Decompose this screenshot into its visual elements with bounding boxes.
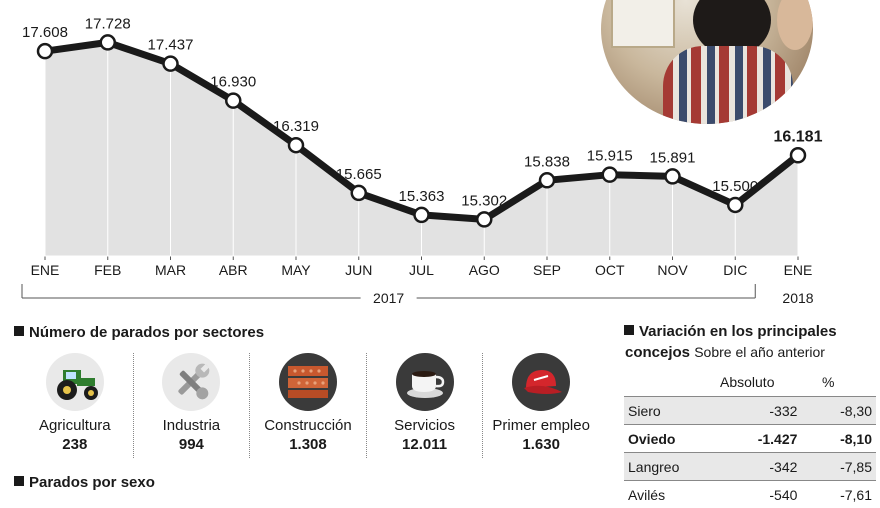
sector-label: Servicios — [367, 417, 483, 434]
sector-value: 1.308 — [250, 436, 366, 453]
square-bullet-icon — [14, 326, 24, 336]
sector-label: Agricultura — [17, 417, 133, 434]
coffee-cup-icon — [396, 353, 454, 411]
year-label-2018: 2018 — [782, 290, 813, 306]
value-label: 15.665 — [336, 166, 382, 183]
cap-icon — [512, 353, 570, 411]
sector-construccion: Construcción 1.308 — [249, 353, 366, 458]
table-row: Siero -332 -8,30 — [624, 397, 876, 425]
data-point — [289, 138, 303, 152]
bricks-icon — [279, 353, 337, 411]
table-row: Oviedo -1.427 -8,10 — [624, 425, 876, 453]
row-name: Oviedo — [624, 425, 717, 453]
x-tick-label: JUN — [345, 262, 372, 278]
data-point — [352, 186, 366, 200]
value-label: 16.319 — [273, 118, 319, 135]
value-label: 15.363 — [399, 188, 445, 205]
x-tick-label: MAY — [281, 262, 311, 278]
x-tick-label: FEB — [94, 262, 121, 278]
header-percent: % — [822, 374, 834, 390]
sector-label: Construcción — [250, 417, 366, 434]
value-label: 15.838 — [524, 153, 570, 170]
data-point — [791, 148, 805, 162]
row-absolute: -1.427 — [717, 425, 802, 453]
row-name: Avilés — [624, 481, 717, 508]
x-tick-label: JUL — [409, 262, 434, 278]
data-point — [38, 44, 52, 58]
sector-industria: Industria 994 — [133, 353, 250, 458]
row-absolute: -332 — [717, 397, 802, 425]
value-label: 17.608 — [22, 24, 68, 41]
value-label: 15.891 — [650, 149, 696, 166]
square-bullet-icon — [14, 476, 24, 486]
x-tick-label: SEP — [533, 262, 561, 278]
value-label: 15.302 — [461, 192, 507, 209]
value-label: 15.915 — [587, 148, 633, 165]
variation-title-line2: concejos — [625, 344, 690, 361]
header-absoluto: Absoluto — [720, 374, 774, 390]
data-point — [666, 169, 680, 183]
chart-x-labels: ENE FEB MAR ABR MAY JUN JUL AGO SEP OCT NOV DIC ENE — [31, 262, 813, 278]
data-point — [540, 173, 554, 187]
x-tick-label: MAR — [155, 262, 186, 278]
x-tick-label: AGO — [469, 262, 500, 278]
row-absolute: -342 — [717, 453, 802, 481]
sector-value: 1.630 — [483, 436, 599, 453]
sector-agricultura: Agricultura 238 — [17, 353, 133, 458]
value-label: 17.437 — [148, 37, 194, 54]
data-point — [603, 168, 617, 182]
tractor-icon — [46, 353, 104, 411]
row-percent: -8,30 — [801, 397, 876, 425]
value-label: 17.728 — [85, 15, 131, 32]
year-bracket: 2017 2018 — [22, 284, 814, 306]
sexo-title-wrap: Parados por sexo — [14, 474, 155, 491]
sector-value: 994 — [134, 436, 250, 453]
sector-servicios: Servicios 12.011 — [366, 353, 483, 458]
variation-title-line1: Variación en los principales — [639, 323, 837, 340]
row-absolute: -540 — [717, 481, 802, 508]
value-label: 16.930 — [210, 74, 256, 91]
x-tick-label: DIC — [723, 262, 747, 278]
data-point — [477, 212, 491, 226]
variation-title: Variación en los principales concejos So… — [614, 322, 880, 363]
row-percent: -7,85 — [801, 453, 876, 481]
sectors-row: Agricultura 238 Industria 994 — [17, 353, 599, 458]
sector-value: 12.011 — [367, 436, 483, 453]
data-point — [728, 198, 742, 212]
variation-table: Siero -332 -8,30 Oviedo -1.427 -8,10 Lan… — [624, 396, 876, 508]
row-name: Siero — [624, 397, 717, 425]
sectors-title-wrap: Número de parados por sectores — [14, 324, 264, 341]
sexo-title: Parados por sexo — [29, 474, 155, 491]
wrench-icon — [162, 353, 220, 411]
row-name: Langreo — [624, 453, 717, 481]
table-row: Avilés -540 -7,61 — [624, 481, 876, 508]
sector-value: 238 — [17, 436, 133, 453]
x-tick-label: ENE — [31, 262, 60, 278]
second-person — [777, 0, 813, 50]
data-point — [226, 94, 240, 108]
x-tick-label: OCT — [595, 262, 625, 278]
data-point — [415, 208, 429, 222]
square-bullet-icon — [624, 325, 634, 335]
sector-label: Industria — [134, 417, 250, 434]
table-row: Langreo -342 -7,85 — [624, 453, 876, 481]
year-label-2017: 2017 — [373, 290, 404, 306]
x-tick-label: ENE — [784, 262, 813, 278]
variation-subtitle: Sobre el año anterior — [694, 344, 825, 360]
row-percent: -8,10 — [801, 425, 876, 453]
value-label: 16.181 — [774, 128, 823, 145]
row-percent: -7,61 — [801, 481, 876, 508]
variation-panel: Variación en los principales concejos So… — [614, 322, 880, 363]
data-point — [164, 57, 178, 71]
sector-label: Primer empleo — [483, 417, 599, 434]
sectors-title: Número de parados por sectores — [29, 324, 264, 341]
x-tick-label: ABR — [219, 262, 248, 278]
notice-board — [611, 0, 675, 48]
data-point — [101, 35, 115, 49]
value-label: 15.500 — [712, 178, 758, 195]
person-shirt — [663, 46, 793, 124]
sector-primer-empleo: Primer empleo 1.630 — [482, 353, 599, 458]
x-tick-label: NOV — [657, 262, 688, 278]
